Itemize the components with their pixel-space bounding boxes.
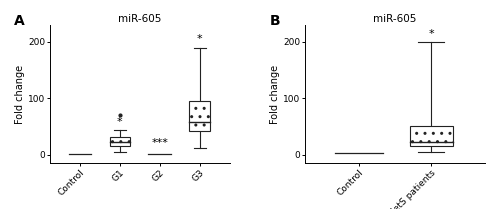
Y-axis label: Fold change: Fold change bbox=[15, 65, 25, 124]
Bar bbox=[110, 136, 130, 146]
Text: *: * bbox=[197, 34, 202, 44]
Bar bbox=[190, 101, 210, 131]
Bar bbox=[410, 126, 453, 146]
Y-axis label: Fold change: Fold change bbox=[270, 65, 280, 124]
Text: A: A bbox=[14, 14, 25, 28]
Title: miR-605: miR-605 bbox=[374, 14, 417, 24]
Text: ***: *** bbox=[152, 138, 168, 148]
Text: B: B bbox=[270, 14, 280, 28]
Text: *: * bbox=[117, 117, 122, 127]
Title: miR-605: miR-605 bbox=[118, 14, 162, 24]
Text: *: * bbox=[428, 29, 434, 39]
